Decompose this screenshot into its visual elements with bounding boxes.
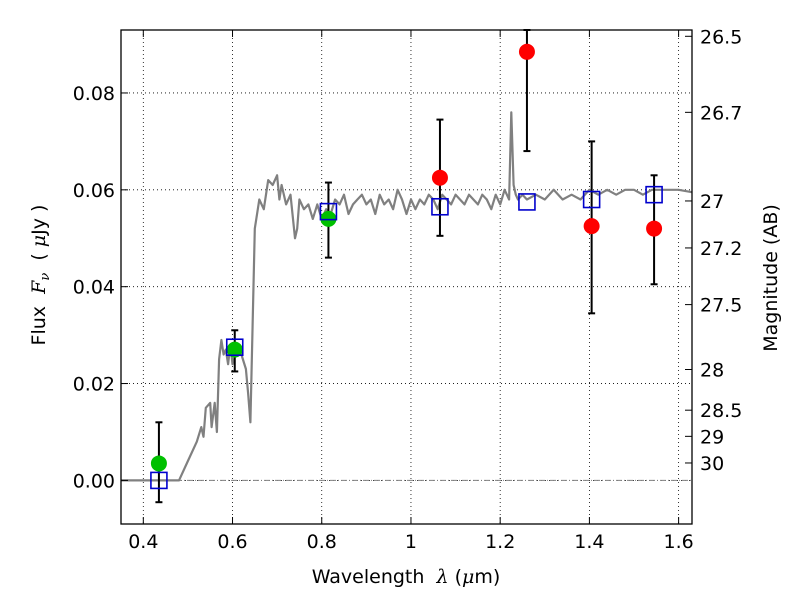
x-axis-title: Wavelength λ (μm) <box>312 566 501 588</box>
x-tick-label: 0.8 <box>307 531 337 553</box>
x-axis-title-symbol: λ <box>436 566 449 588</box>
x-tick-label: 1.4 <box>574 531 604 553</box>
y2-axis-ticks: 26.5 26.7 27 27.2 27.5 28 28.5 29 30 <box>685 26 742 475</box>
y2-axis-title: Magnitude (AB) <box>760 204 782 352</box>
y-axis-title-units: ( <box>28 247 50 273</box>
y2-tick-label: 26.7 <box>700 102 742 124</box>
x-axis-title-unit-rest: m) <box>474 566 500 588</box>
photometry-markers <box>150 43 663 490</box>
y-axis-title-prefix: Flux <box>28 294 50 346</box>
y-tick-label: 0.00 <box>73 470 115 492</box>
x-axis-title-mu: μ <box>462 566 474 588</box>
y-tick-label: 0.06 <box>73 180 115 202</box>
y-axis-title-subscript: ν <box>38 273 53 281</box>
x-tick-label: 0.6 <box>217 531 247 553</box>
photometry-circle-marker <box>431 169 448 186</box>
photometry-circle-marker <box>150 455 167 472</box>
x-tick-label: 1 <box>405 531 417 553</box>
model-square-marker <box>225 338 244 357</box>
model-square-marker <box>582 190 601 209</box>
y2-tick-label: 27 <box>700 191 724 213</box>
y2-tick-label: 26.5 <box>700 26 742 48</box>
y-axis-title-symbol: F <box>28 280 50 295</box>
y-axis-title-unit-rest: Jy ) <box>28 205 50 236</box>
y-tick-label: 0.04 <box>73 277 115 299</box>
x-tick-label: 1.6 <box>664 531 694 553</box>
x-tick-label: 1.2 <box>485 531 515 553</box>
y-axis-title: Flux Fν ( μJy ) <box>28 205 53 346</box>
y2-tick-label: 30 <box>700 453 724 475</box>
y2-tick-label: 29 <box>700 426 724 448</box>
photometry-circle-marker <box>518 43 535 60</box>
y2-tick-label: 27.2 <box>700 238 742 260</box>
y-tick-label: 0.02 <box>73 374 115 396</box>
plot-frame <box>120 29 693 525</box>
model-square-marker <box>319 202 338 221</box>
y-axis-ticks: 0.00 0.02 0.04 0.06 0.08 <box>73 83 128 492</box>
model-square-marker <box>150 471 168 490</box>
photometry-circle-marker <box>583 218 600 235</box>
x-axis-title-prefix: Wavelength <box>312 566 437 588</box>
model-square-marker <box>431 197 449 216</box>
x-tick-label: 0.4 <box>128 531 158 553</box>
y2-tick-label: 27.5 <box>700 295 742 317</box>
model-square-marker <box>518 193 536 211</box>
model-square-marker <box>645 185 663 204</box>
x-axis-ticks: 0.4 0.6 0.8 1 1.2 1.4 1.6 <box>128 30 694 553</box>
photometry-circle-marker <box>646 220 663 237</box>
y-axis-title-mu: μ <box>28 235 50 247</box>
y2-tick-label: 28 <box>700 360 724 382</box>
x-axis-title-units: ( <box>449 566 462 588</box>
y-tick-label: 0.08 <box>73 83 115 105</box>
y2-tick-label: 28.5 <box>700 400 742 422</box>
